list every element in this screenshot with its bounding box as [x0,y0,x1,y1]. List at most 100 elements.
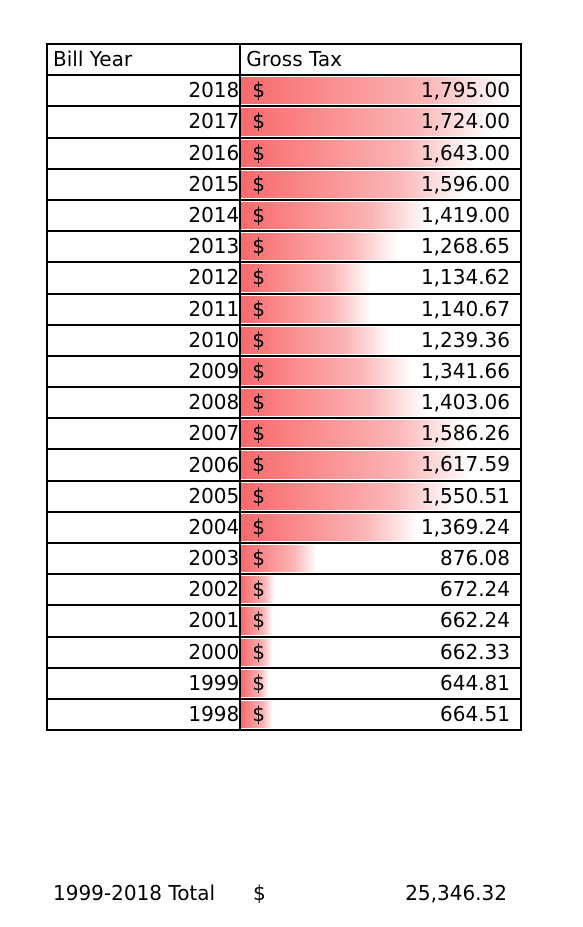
bill-year-cell: 2012 [45,261,242,295]
bill-year-cell: 2018 [45,74,242,108]
currency-symbol: $ [252,670,265,695]
bill-year-cell: 2009 [45,354,242,389]
currency-symbol: $ [252,140,265,165]
gross-tax-cell: $1,419.00 [239,198,522,233]
gross-tax-cell: $876.08 [239,541,522,576]
data-bar [242,139,476,167]
currency-symbol: $ [252,265,265,290]
gross-tax-cell: $1,724.00 [239,105,522,139]
data-bar [242,170,467,198]
currency-symbol: $ [252,701,265,726]
bill-year-cell: 2017 [45,105,242,139]
data-bar [242,201,430,230]
total-value: 25,346.32 [405,881,507,905]
bill-year-cell: 1998 [45,697,242,732]
table-row: 2004 $1,369.24 [45,510,522,545]
gross-tax-value: 1,643.00 [420,140,510,165]
currency-symbol: $ [252,514,265,539]
gross-tax-cell: $1,268.65 [239,230,522,264]
gross-tax-table: Bill Year Gross Tax 2018 $1,795.00 2017 $1,… [45,42,522,732]
gross-tax-value: 1,419.00 [420,202,510,227]
currency-symbol: $ [252,109,265,134]
table-row: 2005 $1,550.51 [45,479,522,513]
currency-symbol: $ [252,639,265,664]
data-bar [242,451,471,479]
bill-year-cell: 2004 [45,510,242,545]
gross-tax-value: 1,341.66 [420,358,510,383]
gross-tax-cell: $1,341.66 [239,354,522,389]
data-bar [242,389,427,417]
currency-symbol: $ [252,234,265,259]
currency-symbol: $ [252,327,265,352]
gross-tax-cell: $1,596.00 [239,167,522,201]
bill-year-cell: 2002 [45,573,242,607]
bill-year-cell: 2011 [45,292,242,326]
gross-tax-value: 1,369.24 [420,514,510,539]
bill-year-cell: 2008 [45,386,242,420]
gross-tax-value: 1,724.00 [420,109,510,134]
bill-year-cell: 2015 [45,167,242,201]
gross-tax-value: 1,239.36 [420,327,510,352]
gross-tax-cell: $1,134.62 [239,261,522,295]
gross-tax-value: 1,596.00 [420,171,510,196]
table-row: 2014 $1,419.00 [45,198,522,233]
table-row: 2008 $1,403.06 [45,386,522,420]
bill-year-cell: 2000 [45,635,242,669]
gross-tax-cell: $1,550.51 [239,479,522,513]
data-bar [242,326,393,354]
table-row: 2001 $662.24 [45,604,522,638]
currency-symbol: $ [252,608,265,633]
gross-tax-value: 662.33 [440,639,510,664]
table-row: 2018 $1,795.00 [45,74,522,108]
gross-tax-value: 662.24 [440,608,510,633]
gross-tax-value: 672.24 [440,577,510,602]
gross-tax-cell: $662.33 [239,635,522,669]
table-body: 2018 $1,795.00 2017 $1,724.00 2016 $1,643.00 2… [45,74,522,732]
gross-tax-value: 876.08 [440,546,510,570]
total-label: 1999-2018 Total [53,881,216,905]
currency-symbol: $ [252,171,265,196]
table-row: 2009 $1,341.66 [45,354,522,389]
data-bar [242,545,318,573]
gross-tax-cell: $1,403.06 [239,386,522,420]
currency-symbol: $ [252,358,265,383]
table-row: 1998 $664.51 [45,697,522,732]
currency-symbol: $ [252,421,265,446]
gross-tax-value: 644.81 [440,670,510,695]
data-bar [242,638,273,666]
bill-year-cell: 2007 [45,417,242,451]
header-gross-tax: Gross Tax [239,42,522,77]
bill-year-cell: 2014 [45,198,242,233]
bill-year-cell: 2006 [45,448,242,482]
table-row: 2015 $1,596.00 [45,167,522,201]
gross-tax-cell: $664.51 [239,697,522,732]
bill-year-cell: 2005 [45,479,242,513]
table-row: 2000 $662.33 [45,635,522,669]
bill-year-cell: 2010 [45,323,242,357]
table-row: 2017 $1,724.00 [45,105,522,139]
bill-year-cell: 1999 [45,666,242,700]
currency-symbol: $ [252,452,265,477]
table-row: 2013 $1,268.65 [45,230,522,264]
currency-symbol: $ [252,296,265,321]
gross-tax-cell: $1,617.59 [239,448,522,482]
table-row: 2012 $1,134.62 [45,261,522,295]
currency-symbol: $ [252,546,265,570]
gross-tax-value: 1,403.06 [420,390,510,415]
gross-tax-cell: $1,369.24 [239,510,522,545]
table-row: 1999 $644.81 [45,666,522,700]
currency-symbol: $ [252,483,265,508]
currency-symbol: $ [252,577,265,602]
bill-year-cell: 2001 [45,604,242,638]
bill-year-cell: 2016 [45,136,242,170]
gross-tax-value: 1,140.67 [420,296,510,321]
data-bar [242,513,420,541]
table-row: 2007 $1,586.26 [45,417,522,451]
table-row: 2003 $876.08 [45,541,522,576]
data-bar [242,357,414,386]
gross-tax-cell: $1,140.67 [239,292,522,326]
gross-tax-value: 1,617.59 [420,452,510,477]
data-bar [242,77,508,105]
table-row: 2010 $1,239.36 [45,323,522,357]
header-bill-year: Bill Year [45,42,242,77]
